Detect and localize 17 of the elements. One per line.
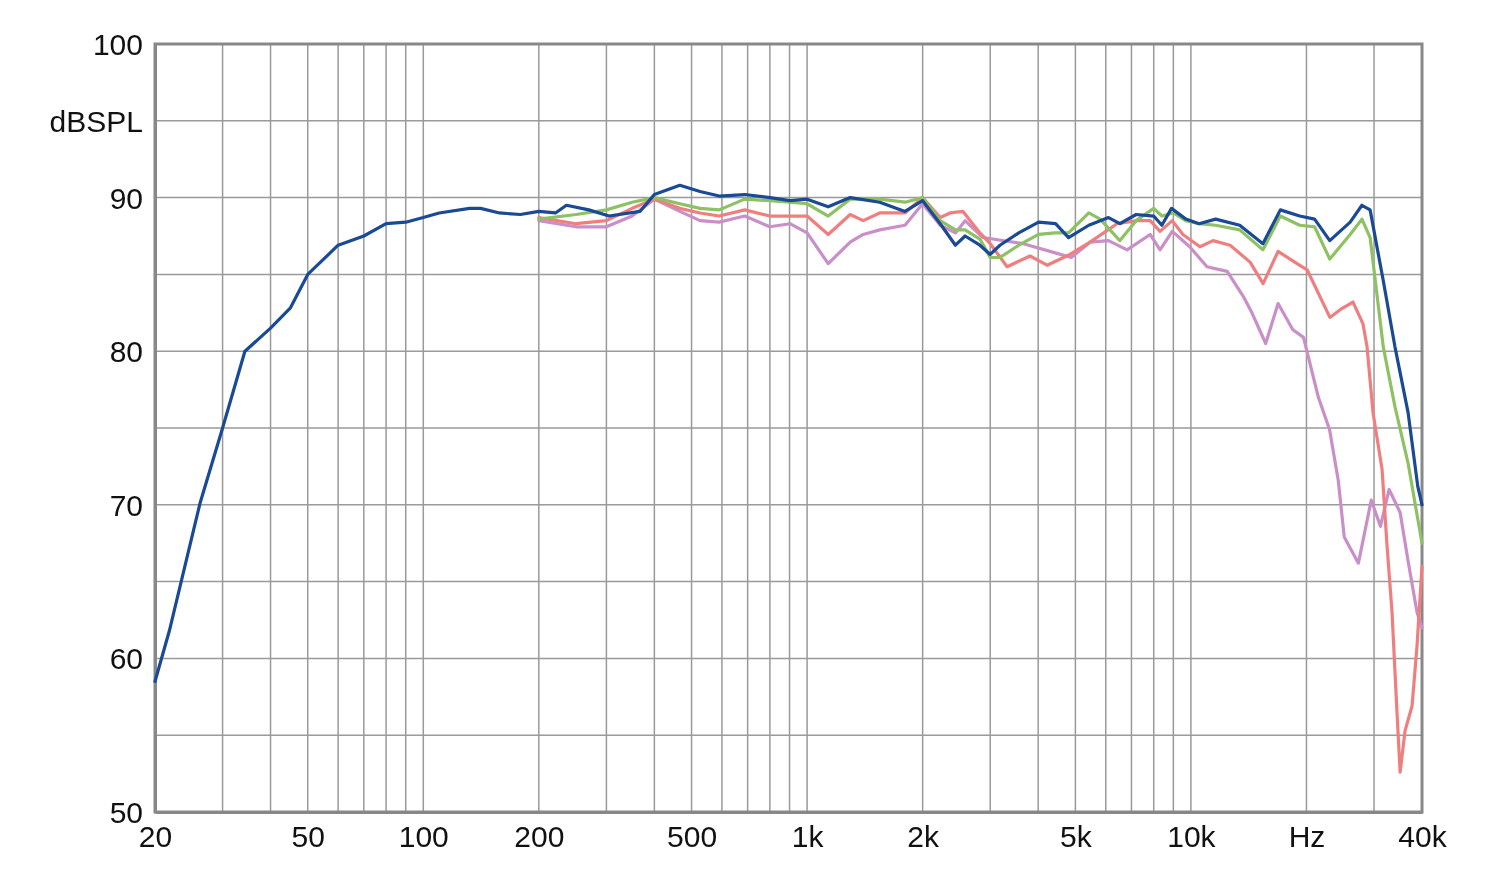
x-tick-label: Hz: [1288, 820, 1326, 854]
y-axis-title: dBSPL: [49, 105, 143, 138]
y-tick-label: 70: [109, 488, 143, 522]
x-tick-label: 40k: [1398, 820, 1448, 854]
x-tick-label: 50: [291, 820, 325, 854]
x-tick-label: 1k: [791, 820, 825, 854]
x-tick-label: 2k: [907, 820, 940, 854]
x-tick-label: 100: [398, 820, 449, 854]
y-tick-label: 50: [109, 796, 143, 829]
y-tick-label: 80: [109, 335, 143, 369]
x-tick-label: 500: [667, 820, 718, 854]
y-tick-label: 60: [109, 642, 143, 676]
y-tick-label: 90: [109, 181, 143, 215]
y-tick-label: 100: [92, 28, 143, 61]
x-tick-label: 10k: [1167, 820, 1217, 854]
x-tick-label: 200: [514, 820, 565, 854]
x-tick-label: 5k: [1060, 820, 1093, 854]
